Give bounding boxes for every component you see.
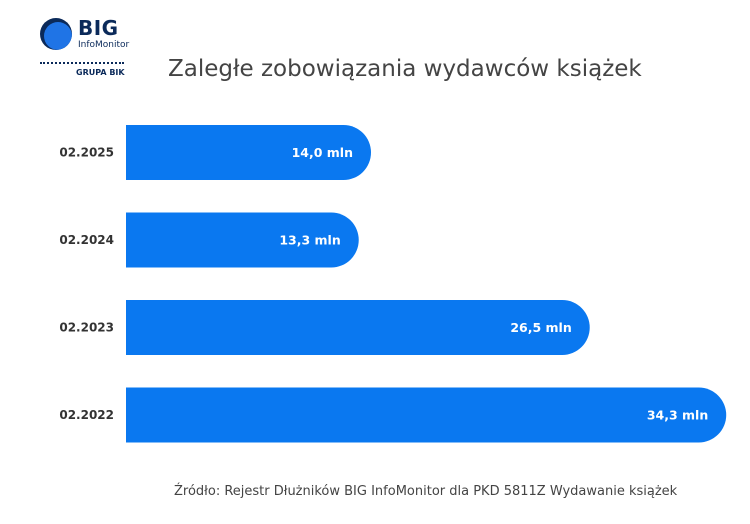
bar-value-label-3: 34,3 mln — [647, 408, 708, 423]
logo-divider — [40, 62, 124, 64]
logo-main-text: BIG — [78, 16, 119, 40]
bar-0 — [126, 125, 371, 180]
bar-value-label-2: 26,5 mln — [510, 320, 571, 335]
bar-3 — [126, 387, 727, 443]
bar-2 — [126, 300, 590, 355]
logo-sub-text: InfoMonitor — [78, 40, 130, 50]
bar-value-label-0: 14,0 mln — [292, 145, 353, 160]
big-infomonitor-logo: BIG InfoMonitor GRUPA BIK — [40, 16, 130, 80]
category-label-0: 02.2025 — [59, 146, 114, 160]
chart-title: Zaległe zobowiązania wydawców książek — [168, 56, 642, 82]
category-label-1: 02.2024 — [59, 233, 114, 247]
category-label-3: 02.2022 — [59, 408, 114, 422]
logo-circle-icon — [40, 18, 72, 50]
category-label-2: 02.2023 — [59, 321, 114, 335]
bar-1 — [126, 212, 359, 268]
bar-value-label-1: 13,3 mln — [279, 233, 340, 248]
logo-group-text: GRUPA BIK — [76, 68, 125, 77]
source-note: Źródło: Rejestr Dłużników BIG InfoMonito… — [174, 484, 678, 499]
